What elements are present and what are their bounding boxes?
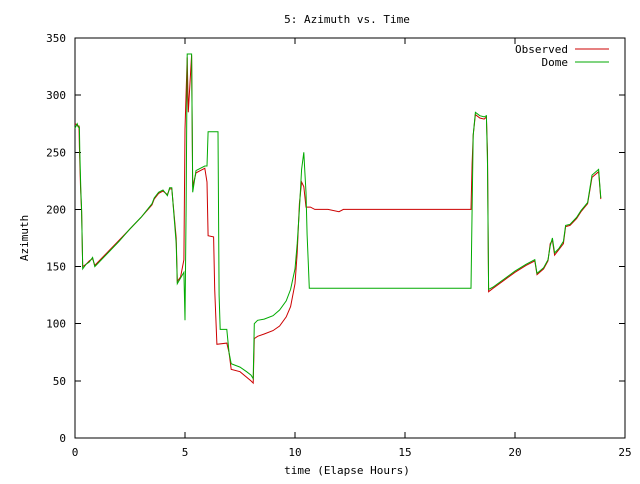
x-tick-label: 5: [182, 446, 189, 459]
x-tick-label: 15: [398, 446, 411, 459]
x-axis-label: time (Elapse Hours): [284, 464, 410, 477]
legend-label-dome: Dome: [542, 56, 569, 69]
y-tick-label: 250: [46, 146, 66, 159]
plot-frame: [74, 37, 626, 439]
y-tick-label: 50: [53, 375, 66, 388]
y-tick-label: 350: [46, 32, 66, 45]
x-tick-label: 25: [618, 446, 631, 459]
x-tick-label: 10: [288, 446, 301, 459]
x-tick-label: 0: [72, 446, 79, 459]
y-axis-label: Azimuth: [18, 215, 31, 261]
axes: 0 50 100 150 200 250 300 350 0 5 10 15 20 25: [46, 32, 632, 459]
y-tick-label: 200: [46, 203, 66, 216]
series-layer: [74, 53, 602, 385]
y-tick-label: 300: [46, 89, 66, 102]
x-tick-label: 20: [508, 446, 521, 459]
y-tick-label: 0: [59, 432, 66, 445]
y-tick-label: 100: [46, 318, 66, 331]
chart-title: 5: Azimuth vs. Time: [284, 13, 410, 26]
legend-label-observed: Observed: [515, 43, 568, 56]
y-tick-label: 150: [46, 261, 66, 274]
series-line-observed: [74, 55, 602, 385]
series-line-dome: [74, 53, 602, 381]
